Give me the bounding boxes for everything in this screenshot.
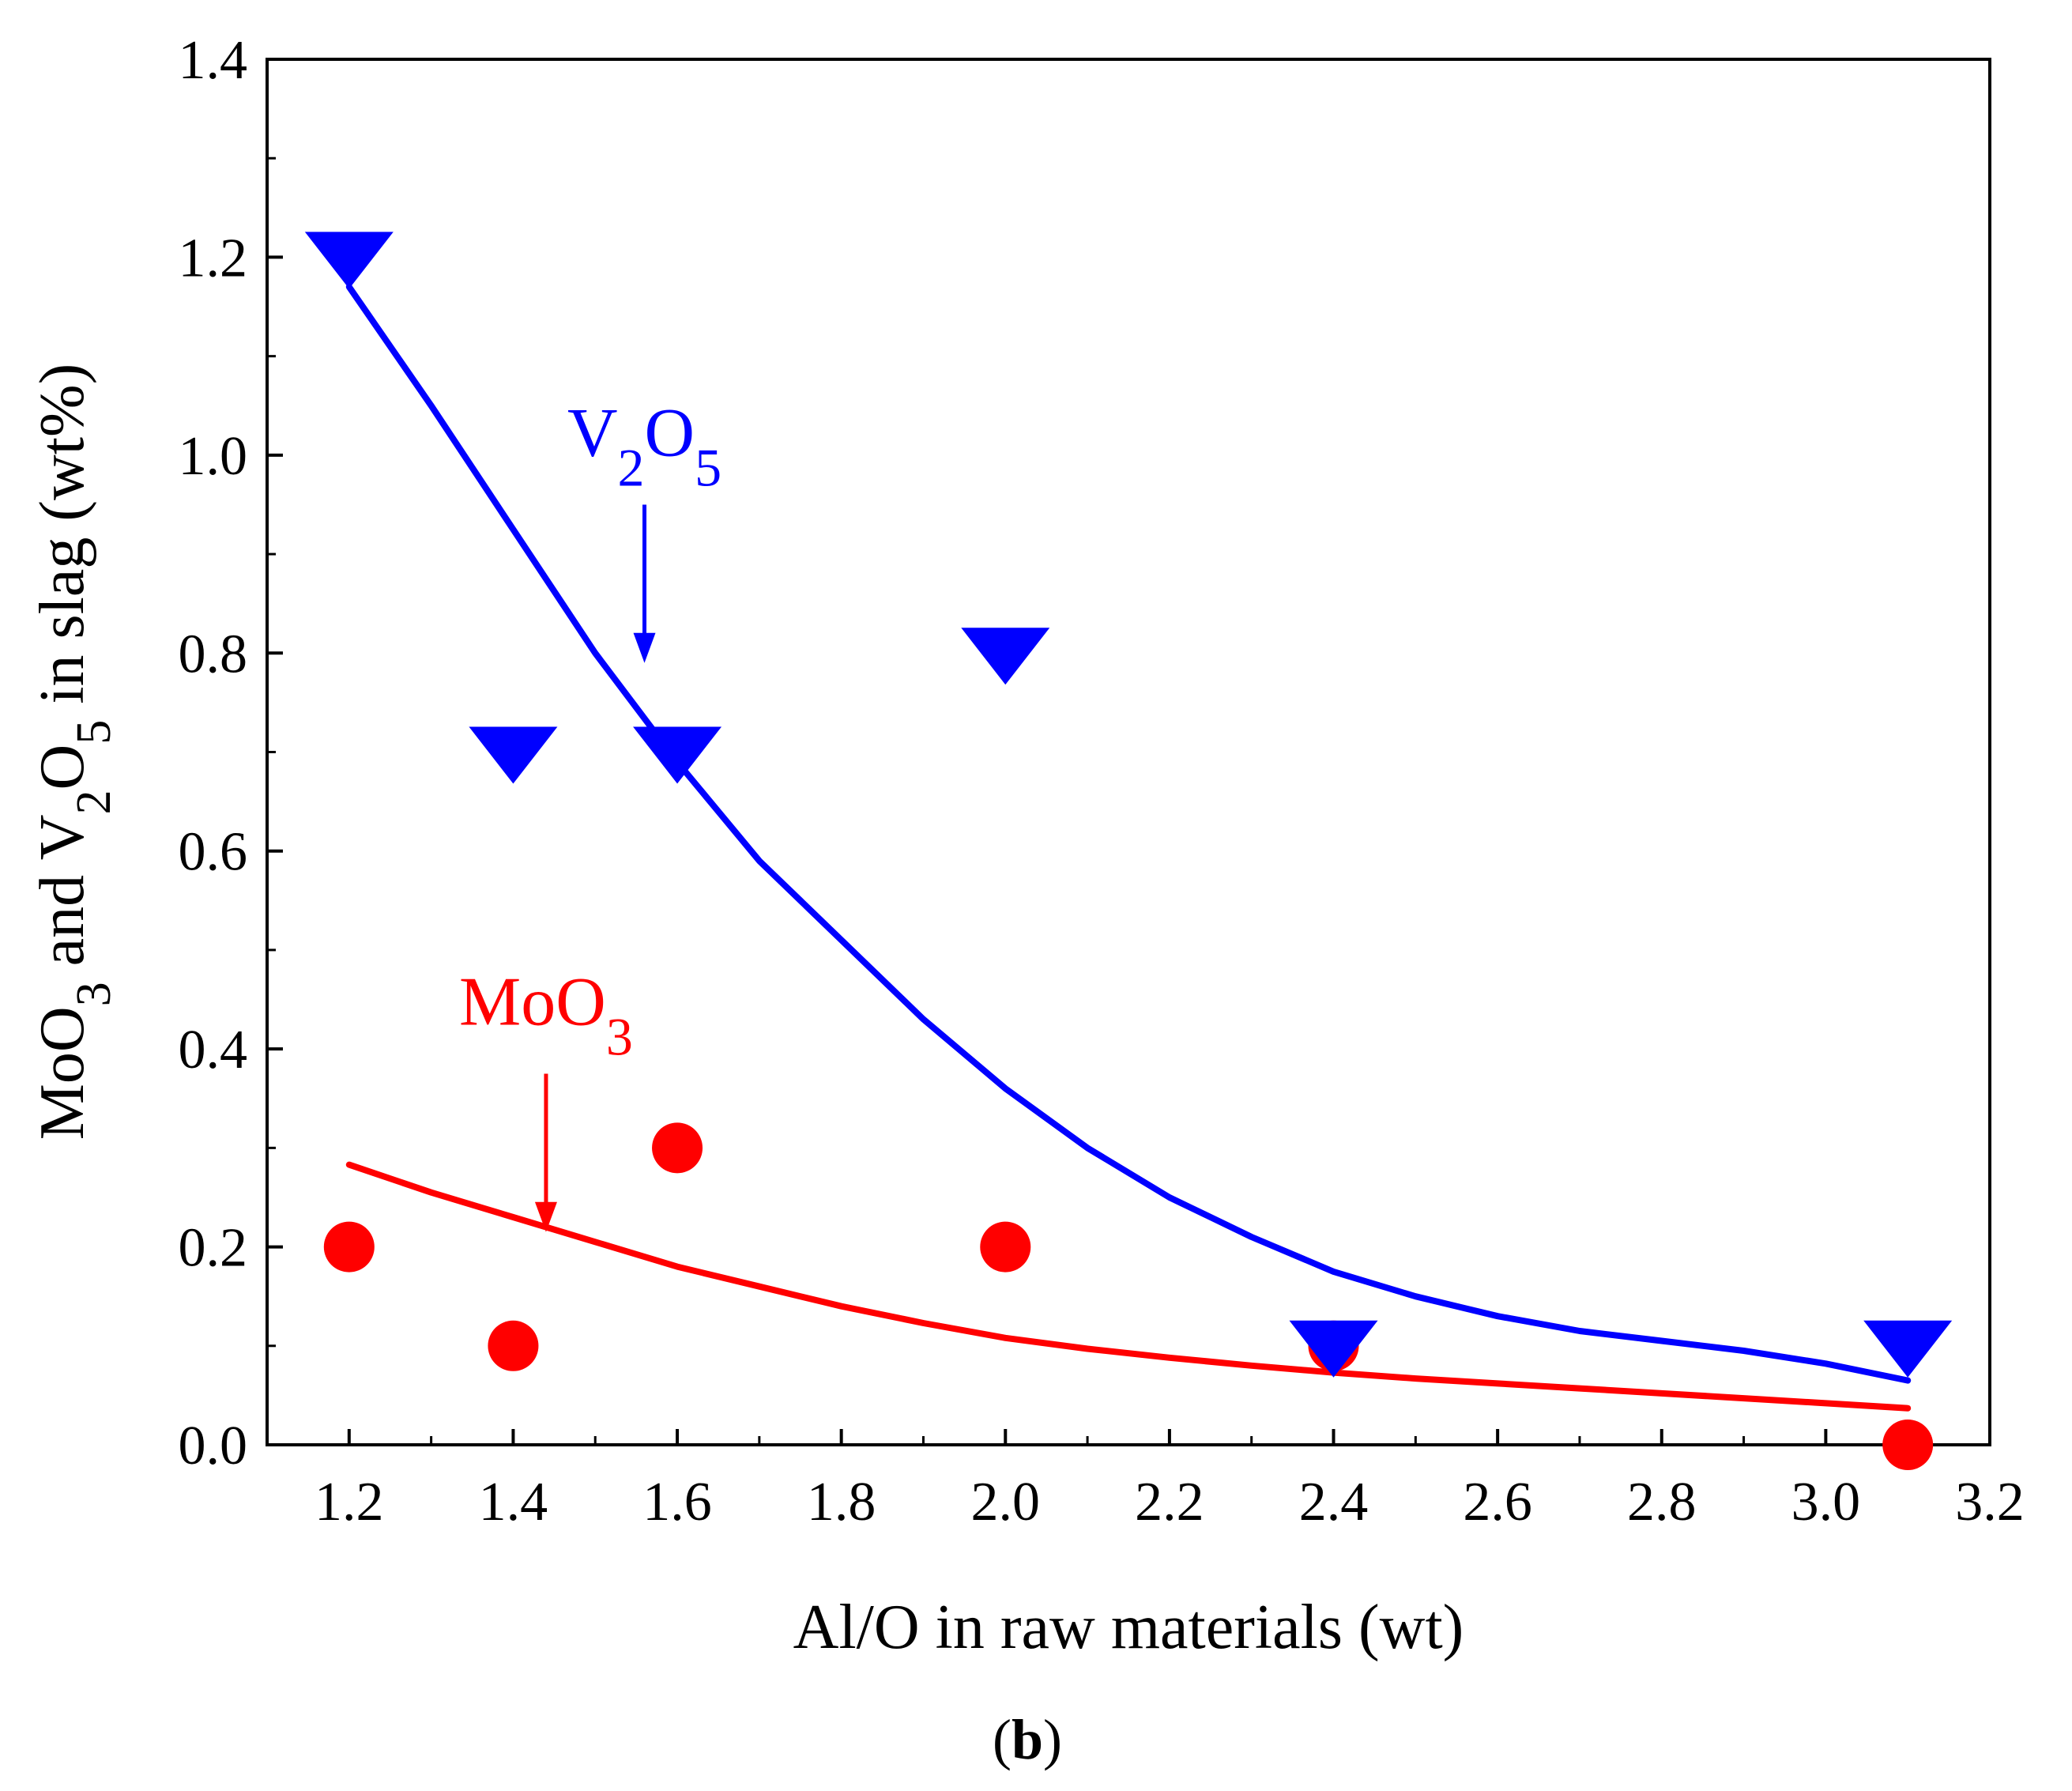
point-v2o5 bbox=[1863, 1320, 1953, 1378]
y-title-part: 2 bbox=[67, 790, 121, 815]
x-tick-label: 3.2 bbox=[1955, 1472, 2025, 1533]
point-v2o5 bbox=[469, 726, 558, 784]
y-title-part: O bbox=[28, 745, 97, 790]
annotation-part: 2 bbox=[618, 437, 645, 497]
annotation-moo3: MoO3 bbox=[459, 963, 633, 1232]
y-tick-label: 1.0 bbox=[179, 426, 248, 487]
fit-curves bbox=[345, 284, 1912, 1412]
x-axis-ticks: 1.2 1.4 1.6 1.8 2.0 2.2 2.4 2.6 2.8 3.0 3.2 bbox=[315, 1429, 2025, 1533]
x-tick-label: 2.0 bbox=[971, 1472, 1041, 1533]
data-points bbox=[304, 232, 1953, 1470]
x-tick-label: 2.2 bbox=[1135, 1472, 1204, 1533]
point-v2o5 bbox=[961, 628, 1050, 685]
annotation-moo3-arrow-head bbox=[534, 1201, 557, 1232]
panel-label-open: ( bbox=[993, 1708, 1012, 1771]
y-tick-label: 0.6 bbox=[179, 822, 248, 883]
y-title-part: 3 bbox=[67, 982, 121, 1006]
x-tick-label: 2.8 bbox=[1627, 1472, 1697, 1533]
point-v2o5 bbox=[633, 726, 722, 784]
x-tick-label: 2.6 bbox=[1463, 1472, 1532, 1533]
panel-label-close: ) bbox=[1043, 1708, 1062, 1771]
annotation-part: O bbox=[645, 394, 695, 471]
annotation-part: MoO bbox=[459, 963, 606, 1040]
panel-label: (b) bbox=[993, 1708, 1062, 1771]
fit-curve-v2o5 bbox=[345, 284, 1912, 1384]
x-tick-label: 1.2 bbox=[315, 1472, 384, 1533]
annotations: V2O5 MoO3 bbox=[459, 394, 721, 1232]
x-tick-label: 3.0 bbox=[1791, 1472, 1861, 1533]
point-moo3 bbox=[323, 1221, 375, 1273]
fit-curve-moo3 bbox=[345, 1161, 1912, 1412]
x-tick-label: 2.4 bbox=[1299, 1472, 1369, 1533]
x-axis-title: Al/O in raw materials (wt) bbox=[793, 1593, 1464, 1662]
annotation-v2o5: V2O5 bbox=[567, 394, 721, 663]
panel-label-letter: b bbox=[1012, 1708, 1043, 1771]
annotation-part: V bbox=[567, 394, 618, 471]
annotation-v2o5-arrow-head bbox=[633, 632, 656, 663]
y-title-part: and V bbox=[28, 815, 97, 982]
point-moo3 bbox=[1882, 1420, 1934, 1470]
y-tick-label: 0.4 bbox=[179, 1020, 248, 1080]
point-v2o5 bbox=[304, 232, 394, 289]
annotation-part: 5 bbox=[695, 437, 721, 497]
x-tick-label: 1.6 bbox=[642, 1472, 712, 1533]
y-title-part: in slag (wt%) bbox=[28, 364, 97, 720]
y-title-part: MoO bbox=[28, 1006, 97, 1140]
point-moo3 bbox=[488, 1320, 539, 1371]
y-tick-label: 1.2 bbox=[179, 228, 248, 288]
x-tick-label: 1.4 bbox=[479, 1472, 548, 1533]
y-axis-ticks: 0.0 0.2 0.4 0.6 0.8 1.0 1.2 1.4 bbox=[179, 30, 283, 1476]
y-tick-label: 0.2 bbox=[179, 1218, 248, 1279]
annotation-v2o5-label: V2O5 bbox=[567, 394, 721, 497]
y-axis-title: MoO3 and V2O5 in slag (wt%) bbox=[28, 364, 121, 1141]
y-title-part: 5 bbox=[67, 720, 121, 745]
annotation-moo3-label: MoO3 bbox=[459, 963, 633, 1066]
y-tick-label: 0.8 bbox=[179, 624, 248, 684]
y-tick-label: 0.0 bbox=[179, 1416, 248, 1476]
point-moo3 bbox=[980, 1221, 1031, 1273]
point-moo3 bbox=[652, 1122, 703, 1174]
point-v2o5 bbox=[1289, 1320, 1378, 1378]
x-tick-label: 1.8 bbox=[807, 1472, 876, 1533]
y-tick-label: 1.4 bbox=[179, 30, 248, 91]
annotation-part: 3 bbox=[606, 1006, 633, 1066]
